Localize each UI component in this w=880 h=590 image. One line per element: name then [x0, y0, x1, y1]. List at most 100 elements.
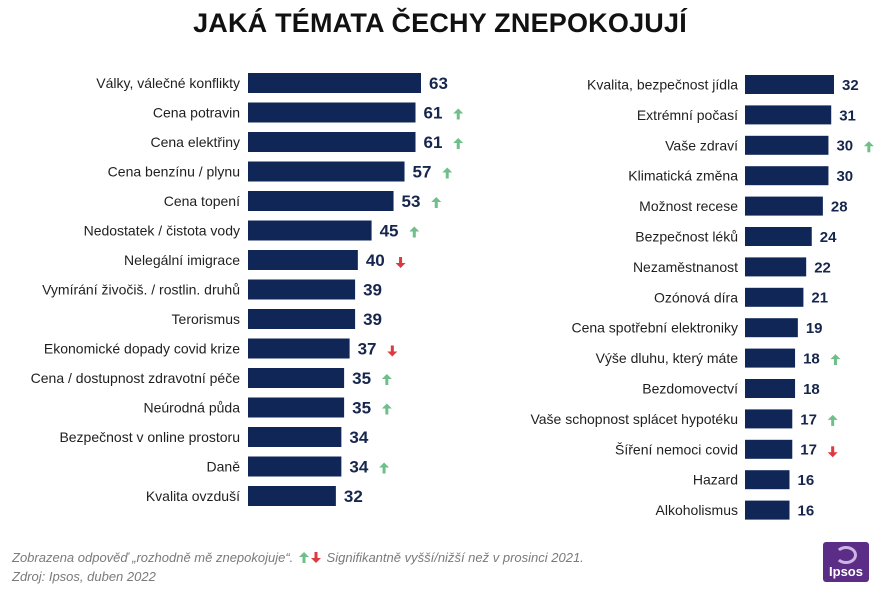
footnote-arrows — [298, 550, 321, 568]
arrow-head — [827, 414, 838, 420]
value-label: 40 — [366, 251, 385, 270]
value-label: 61 — [424, 133, 443, 152]
value-label: 30 — [836, 138, 853, 155]
bar — [745, 105, 832, 125]
value-label: 53 — [402, 192, 421, 211]
category-label: Nelegální imigrace — [124, 252, 240, 268]
down-arrow-icon — [387, 345, 398, 357]
category-label: Vaše zdraví — [665, 137, 738, 153]
bar — [745, 500, 790, 520]
arrow-stem — [833, 358, 837, 366]
category-label: Klimatická změna — [628, 168, 738, 184]
left-bar-chart: Války, válečné konflikty 63 Cena potravin 6… — [31, 73, 464, 506]
value-label: 19 — [806, 320, 823, 337]
bar — [248, 397, 345, 418]
arrow-head — [387, 351, 398, 357]
arrow-head — [827, 452, 838, 458]
arrow-head — [863, 141, 874, 147]
footnote-line-1: Zobrazena odpověď „rozhodně mě znepokoju… — [12, 549, 584, 568]
arrow-stem — [385, 407, 389, 415]
value-label: 30 — [836, 168, 853, 185]
logo-mark-icon — [835, 546, 857, 564]
down-arrow-icon — [827, 446, 838, 458]
category-label: Cena / dostupnost zdravotní péče — [31, 370, 241, 386]
arrow-stem — [412, 230, 416, 238]
category-label: Cena spotřební elektroniky — [571, 320, 738, 336]
category-label: Neúrodná půda — [143, 400, 240, 416]
value-label: 45 — [380, 222, 399, 241]
arrow-stem — [456, 112, 460, 120]
value-label: 35 — [352, 399, 371, 418]
arrow-stem — [867, 145, 871, 153]
page-title: JAKÁ TÉMATA ČECHY ZNEPOKOJUJÍ — [193, 8, 687, 38]
up-arrow-icon — [381, 374, 392, 385]
arrow-head — [409, 226, 420, 232]
bar — [745, 135, 829, 155]
value-label: 35 — [352, 369, 371, 388]
up-arrow-icon — [827, 414, 838, 426]
value-label: 17 — [800, 442, 817, 459]
value-label: 57 — [413, 163, 432, 182]
value-label: 37 — [358, 340, 377, 359]
bar — [248, 486, 336, 506]
bar — [248, 427, 342, 447]
value-label: 17 — [800, 411, 817, 428]
value-label: 32 — [344, 487, 363, 506]
bar — [745, 287, 804, 307]
bar — [248, 456, 342, 477]
value-label: 18 — [803, 381, 820, 398]
arrow-head — [431, 197, 442, 202]
bar — [745, 470, 790, 490]
up-arrow-icon — [381, 403, 392, 415]
arrow-stem — [390, 345, 394, 353]
up-arrow-icon — [830, 354, 841, 366]
up-arrow-icon — [453, 108, 464, 120]
value-label: 34 — [349, 458, 368, 477]
bar — [745, 318, 798, 338]
category-label: Cena topení — [164, 193, 240, 209]
arrow-stem — [456, 142, 460, 149]
up-arrow-icon — [863, 141, 874, 153]
category-label: Terorismus — [172, 311, 240, 327]
up-arrow-icon — [409, 226, 420, 238]
bar — [745, 409, 793, 429]
bar — [248, 220, 372, 241]
arrow-stem — [831, 418, 835, 426]
value-label: 61 — [424, 104, 443, 123]
bar — [745, 348, 796, 368]
category-label: Cena benzínu / plynu — [108, 164, 240, 180]
footnote: Zobrazena odpověď „rozhodně mě znepokoju… — [12, 549, 584, 586]
arrow-head — [830, 354, 841, 360]
category-label: Cena elektřiny — [151, 134, 241, 150]
bar — [248, 161, 405, 182]
arrow-head — [453, 108, 464, 114]
value-label: 32 — [842, 77, 859, 94]
bar — [248, 368, 345, 388]
up-arrow-icon — [379, 462, 390, 474]
bar — [248, 73, 421, 93]
value-label: 18 — [803, 351, 820, 368]
bar — [745, 379, 796, 398]
category-label: Extrémní počasí — [637, 107, 738, 123]
category-label: Bezdomovectví — [642, 381, 738, 397]
bar — [745, 439, 793, 459]
bar — [745, 75, 834, 94]
arrow-stem — [382, 466, 386, 474]
footnote-response-text: Zobrazena odpověď „rozhodně mě znepokoju… — [12, 550, 294, 565]
category-label: Bezpečnost léků — [635, 229, 738, 245]
arrow-stem — [385, 378, 389, 385]
value-label: 21 — [811, 290, 828, 307]
bar — [745, 196, 823, 216]
arrow-stem — [434, 201, 438, 208]
bar — [248, 102, 416, 123]
arrow-head — [379, 462, 390, 468]
up-arrow-icon — [298, 552, 309, 563]
category-label: Kvalita, bezpečnost jídla — [587, 77, 738, 93]
bar — [248, 338, 350, 359]
bar — [248, 250, 358, 270]
value-label: 39 — [363, 310, 382, 329]
down-arrow-icon — [310, 552, 321, 563]
footnote-significance-text: Signifikantně vyšší/nižší než v prosinci… — [326, 550, 584, 565]
category-label: Alkoholismus — [656, 502, 738, 518]
arrow-head — [381, 403, 392, 409]
